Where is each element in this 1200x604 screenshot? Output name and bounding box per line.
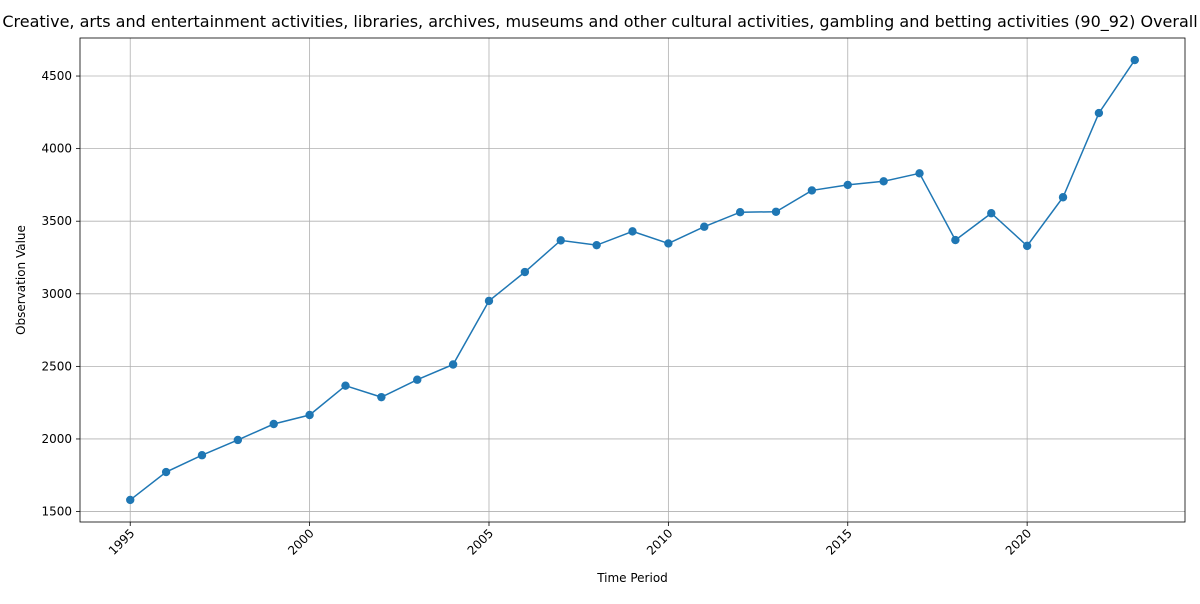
data-point	[341, 381, 350, 390]
data-point	[592, 240, 601, 250]
data-point	[520, 267, 530, 277]
data-point	[700, 222, 709, 231]
data-point	[377, 392, 386, 402]
data-point	[269, 419, 278, 429]
y-tick-label: 4500	[41, 69, 72, 83]
data-point	[126, 495, 135, 505]
x-tick-label: 2000	[285, 526, 316, 557]
y-tick-label: 1500	[41, 505, 72, 519]
y-tick-label: 3000	[41, 287, 72, 301]
data-point	[807, 186, 817, 195]
data-point	[664, 239, 673, 248]
data-point	[233, 435, 243, 445]
data-point	[987, 209, 996, 218]
series-line	[129, 59, 1136, 501]
data-point	[484, 296, 494, 306]
data-point	[305, 410, 314, 420]
data-point	[843, 180, 852, 190]
data-point	[879, 177, 888, 186]
x-tick-label: 2005	[465, 526, 496, 557]
data-point	[161, 467, 171, 477]
x-tick-label: 2010	[644, 526, 675, 557]
data-point	[448, 360, 458, 369]
x-tick-label: 1995	[106, 526, 137, 557]
y-tick-label: 2000	[41, 432, 72, 446]
data-point	[1022, 241, 1032, 251]
y-tick-label: 3500	[41, 214, 72, 228]
data-point	[1094, 108, 1104, 118]
data-point	[413, 375, 422, 384]
data-point	[771, 207, 781, 216]
data-point	[915, 169, 924, 178]
data-point	[735, 208, 745, 217]
data-point	[1130, 55, 1139, 65]
data-point	[628, 227, 637, 236]
y-tick-label: 2500	[41, 359, 72, 373]
plot-frame	[79, 37, 1186, 523]
data-point	[556, 236, 565, 245]
data-point	[197, 451, 207, 460]
x-tick-label: 2015	[823, 526, 854, 557]
x-axis-label: Time Period	[596, 571, 668, 585]
y-axis-label: Observation Value	[14, 225, 28, 335]
x-tick-label: 2020	[1003, 526, 1034, 557]
chart-title: Creative, arts and entertainment activit…	[2, 12, 1198, 31]
y-tick-label: 4000	[41, 142, 72, 156]
data-point	[951, 235, 960, 245]
data-point	[1058, 193, 1068, 202]
